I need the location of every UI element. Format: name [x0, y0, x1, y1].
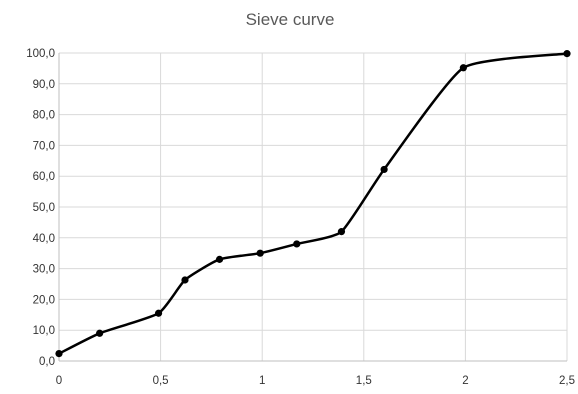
y-tick-label: 0,0 — [39, 356, 55, 368]
x-tick-label: 1,5 — [356, 375, 372, 387]
chart-title: Sieve curve — [246, 10, 335, 29]
series-line — [57, 52, 569, 355]
y-tick-label: 80,0 — [33, 110, 55, 122]
y-tick-label: 50,0 — [33, 202, 55, 214]
data-point — [181, 276, 189, 284]
y-tick-label: 100,0 — [26, 48, 55, 60]
data-point — [563, 50, 571, 58]
y-tick-label: 20,0 — [33, 294, 55, 306]
y-tick-label: 60,0 — [33, 171, 55, 183]
tick-labels: 0,0 10,0 20,0 30,0 40,0 50,0 60,0 70,0 80,0 90,0 1… — [26, 48, 575, 387]
data-point — [96, 329, 104, 337]
y-tick-label: 10,0 — [33, 325, 55, 337]
data-point — [380, 165, 388, 174]
y-tick-label: 30,0 — [33, 264, 55, 276]
data-series — [55, 50, 571, 358]
data-point — [215, 255, 224, 263]
x-tick-label: 2 — [462, 375, 468, 387]
y-tick-label: 70,0 — [33, 140, 55, 152]
x-tick-label: 2,5 — [559, 375, 575, 387]
data-point — [256, 249, 264, 257]
y-tick-label: 90,0 — [33, 79, 55, 91]
data-point — [459, 64, 467, 72]
data-point — [55, 350, 63, 358]
data-point — [154, 309, 163, 317]
data-point — [337, 228, 346, 236]
x-tick-label: 0,5 — [153, 375, 169, 387]
x-tick-label: 1 — [259, 375, 265, 387]
data-point — [293, 240, 301, 248]
x-tick-label: 0 — [56, 375, 62, 387]
axes — [58, 53, 567, 362]
y-tick-label: 40,0 — [33, 233, 55, 245]
grid-lines — [59, 52, 568, 361]
